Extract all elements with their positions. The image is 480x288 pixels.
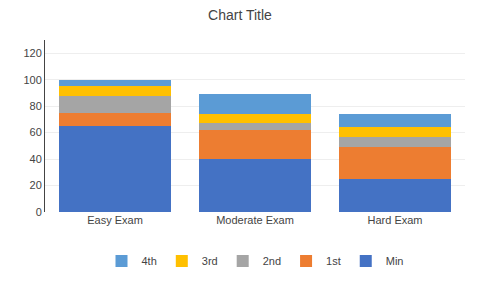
svg-text:Easy Exam: Easy Exam (87, 214, 143, 226)
svg-text:4th: 4th (142, 255, 157, 267)
svg-text:3rd: 3rd (202, 255, 218, 267)
svg-text:Chart Title: Chart Title (208, 7, 272, 23)
svg-text:40: 40 (30, 153, 42, 165)
svg-text:1st: 1st (326, 255, 341, 267)
svg-text:60: 60 (30, 126, 42, 138)
svg-text:20: 20 (30, 179, 42, 191)
svg-text:120: 120 (23, 47, 41, 59)
svg-text:Hard Exam: Hard Exam (367, 214, 422, 226)
svg-text:0: 0 (36, 206, 42, 218)
svg-text:Moderate Exam: Moderate Exam (216, 214, 294, 226)
svg-text:Min: Min (386, 255, 404, 267)
svg-text:100: 100 (23, 74, 41, 86)
svg-text:80: 80 (30, 100, 42, 112)
svg-text:2nd: 2nd (263, 255, 281, 267)
